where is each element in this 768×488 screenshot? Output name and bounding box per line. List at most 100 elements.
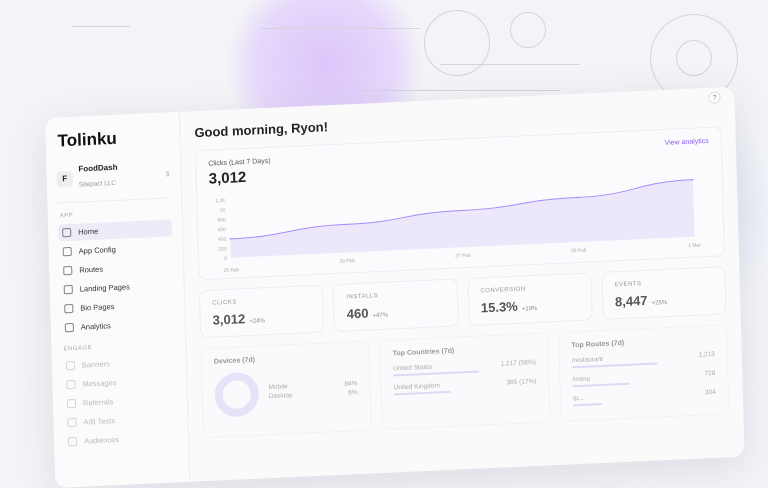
sidebar: Tolinku F FoodDash Sitepact LLC ⇕ APP Hom… xyxy=(45,111,191,488)
countries-card: Top Countries (7d) United States 1,217 (56… xyxy=(379,332,551,431)
section-label: ENGAGE xyxy=(63,345,93,353)
sidebar-item-label: Analytics xyxy=(80,321,111,332)
y-tick-label: 200 xyxy=(218,246,227,252)
row-label: Desktop xyxy=(268,392,293,401)
row-label: /restaurant xyxy=(571,355,604,365)
x-tick-label: 26 Feb xyxy=(339,258,355,265)
org-name: FoodDash xyxy=(78,162,118,174)
row-label: United Kingdom xyxy=(393,382,440,392)
routes-card: Top Routes (7d)/restaurant 1,213/menu 728/… xyxy=(558,324,730,422)
x-tick-label: 1 Mar xyxy=(688,242,701,249)
sidebar-item-label: A/B Tests xyxy=(83,416,116,427)
sidebar-item-label: Messages xyxy=(82,378,117,389)
sidebar-item-label: Audiences xyxy=(83,434,120,446)
org-switcher[interactable]: F FoodDash Sitepact LLC ⇕ xyxy=(56,160,172,204)
chart-point xyxy=(345,223,347,226)
card-title: Devices (7d) xyxy=(213,356,256,366)
sidebar-item-label: Landing Pages xyxy=(79,282,130,294)
sidebar-item-label: Home xyxy=(78,226,99,237)
y-tick-label: 1K xyxy=(219,208,226,214)
decor-circle xyxy=(424,10,490,76)
bar-chart-icon xyxy=(64,322,74,333)
org-company: Sitepact LLC xyxy=(78,179,117,189)
row-label: /menu xyxy=(572,375,591,384)
card-title: Top Routes (7d) xyxy=(571,339,625,350)
gear-icon xyxy=(62,246,72,257)
stat-value: 3,012 xyxy=(212,311,246,328)
row-value: 365 (17%) xyxy=(506,377,537,387)
card-title: Top Countries (7d) xyxy=(392,347,455,358)
stat-value: 460 xyxy=(346,305,369,322)
row-value: 6% xyxy=(348,389,358,397)
users-icon xyxy=(67,436,78,447)
decor-line xyxy=(360,90,560,91)
view-analytics-link[interactable]: View analytics xyxy=(664,137,709,147)
row-label: United States xyxy=(392,363,433,373)
sidebar-item-audiences[interactable]: Audiences xyxy=(64,428,178,450)
stat-card-installs: INSTALLS 460 +47% xyxy=(332,278,459,333)
stat-card-clicks: CLICKS 3,012 +24% xyxy=(198,284,325,339)
decor-line xyxy=(440,64,580,65)
sidebar-item-label: Bio Pages xyxy=(80,302,115,313)
y-tick-label: 600 xyxy=(218,227,227,233)
stat-value: 15.3% xyxy=(480,298,518,316)
stat-value: 8,447 xyxy=(614,292,648,310)
decor-circle xyxy=(510,12,546,48)
pen-icon xyxy=(63,284,73,295)
y-tick-label: 0 xyxy=(224,256,227,262)
list-item: /p... 304 xyxy=(572,388,716,407)
gift-icon xyxy=(66,398,77,409)
row-bar xyxy=(572,382,630,388)
x-tick-label: 27 Feb xyxy=(455,253,471,260)
sidebar-item-label: Banners xyxy=(81,359,110,370)
stat-delta: +19% xyxy=(521,305,538,313)
logo: Tolinku xyxy=(57,128,118,151)
sidebar-item-analytics[interactable]: Analytics xyxy=(61,314,175,336)
clicks-chart-card: Clicks (Last 7 Days) 3,012 View analytic… xyxy=(194,126,726,281)
row-label: /p... xyxy=(572,394,584,403)
stat-delta: +25% xyxy=(651,299,668,307)
list-item: Desktop 6% xyxy=(269,389,358,400)
devices-card: Devices (7d) Mobile 84% Desktop 6% xyxy=(200,340,372,439)
user-icon xyxy=(64,303,74,314)
chart-point xyxy=(692,178,694,181)
y-tick-label: 400 xyxy=(218,237,227,243)
flask-icon xyxy=(67,417,77,428)
list-item: United Kingdom 365 (17%) xyxy=(393,377,537,396)
list-item: /restaurant 1,213 xyxy=(571,350,715,369)
y-tick-label: 800 xyxy=(217,217,226,223)
row-value: 84% xyxy=(344,380,358,388)
devices-donut xyxy=(214,371,260,418)
stat-label: CLICKS xyxy=(212,299,237,307)
megaphone-icon xyxy=(65,360,76,371)
stat-label: EVENTS xyxy=(614,281,642,289)
row-value: 1,213 xyxy=(698,350,715,359)
decor-circle xyxy=(676,40,712,76)
x-tick-label: 28 Feb xyxy=(571,248,587,255)
chart-area xyxy=(230,179,695,258)
sidebar-item-label: Referrals xyxy=(82,397,114,408)
row-value: 1,217 (56%) xyxy=(500,358,537,368)
row-value: 304 xyxy=(704,388,716,397)
link-icon xyxy=(63,265,73,276)
chart-point xyxy=(576,196,579,199)
sidebar-item-label: App Config xyxy=(78,244,116,256)
row-label: Mobile xyxy=(268,383,288,392)
chart-point xyxy=(229,238,232,240)
dashboard-window: Tolinku F FoodDash Sitepact LLC ⇕ APP Hom… xyxy=(45,86,745,488)
sidebar-item-label: Routes xyxy=(79,264,104,275)
org-avatar: F xyxy=(56,170,73,188)
decor-line xyxy=(260,28,420,29)
y-tick-label: 1.2K xyxy=(215,198,226,204)
stat-card-conversion: CONVERSION 15.3% +19% xyxy=(467,272,593,327)
stat-delta: +24% xyxy=(249,318,265,325)
row-value: 728 xyxy=(704,369,716,378)
section-label: APP xyxy=(59,212,74,220)
stat-delta: +47% xyxy=(372,312,389,320)
stat-label: INSTALLS xyxy=(346,293,379,301)
stat-label: CONVERSION xyxy=(480,286,526,295)
chart-point xyxy=(460,209,463,212)
clicks-chart: 0 200 400 600 800 1K 1.2K 25 Feb 26 Feb 27 Feb 28 … xyxy=(215,178,702,274)
list-item: United States 1,217 (56%) xyxy=(392,358,537,377)
row-bar xyxy=(393,390,451,396)
